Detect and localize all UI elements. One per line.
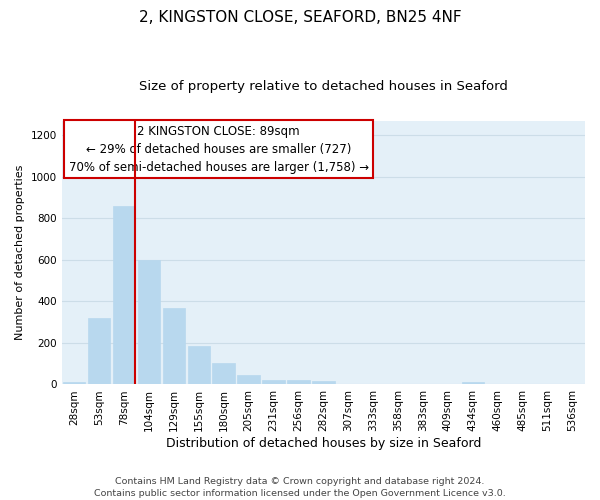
Title: Size of property relative to detached houses in Seaford: Size of property relative to detached ho… — [139, 80, 508, 93]
Bar — [113, 206, 135, 384]
Text: 2 KINGSTON CLOSE: 89sqm
← 29% of detached houses are smaller (727)
70% of semi-d: 2 KINGSTON CLOSE: 89sqm ← 29% of detache… — [68, 124, 369, 174]
Y-axis label: Number of detached properties: Number of detached properties — [15, 165, 25, 340]
Bar — [312, 380, 335, 384]
Bar — [188, 346, 210, 385]
Bar — [137, 260, 160, 384]
Bar — [287, 380, 310, 384]
Bar — [63, 382, 85, 384]
Bar — [88, 318, 110, 384]
Bar — [238, 375, 260, 384]
Bar — [163, 308, 185, 384]
Text: Contains HM Land Registry data © Crown copyright and database right 2024.
Contai: Contains HM Land Registry data © Crown c… — [94, 476, 506, 498]
Bar — [262, 380, 285, 384]
Text: 2, KINGSTON CLOSE, SEAFORD, BN25 4NF: 2, KINGSTON CLOSE, SEAFORD, BN25 4NF — [139, 10, 461, 25]
Bar — [212, 362, 235, 384]
Bar — [461, 382, 484, 384]
X-axis label: Distribution of detached houses by size in Seaford: Distribution of detached houses by size … — [166, 437, 481, 450]
